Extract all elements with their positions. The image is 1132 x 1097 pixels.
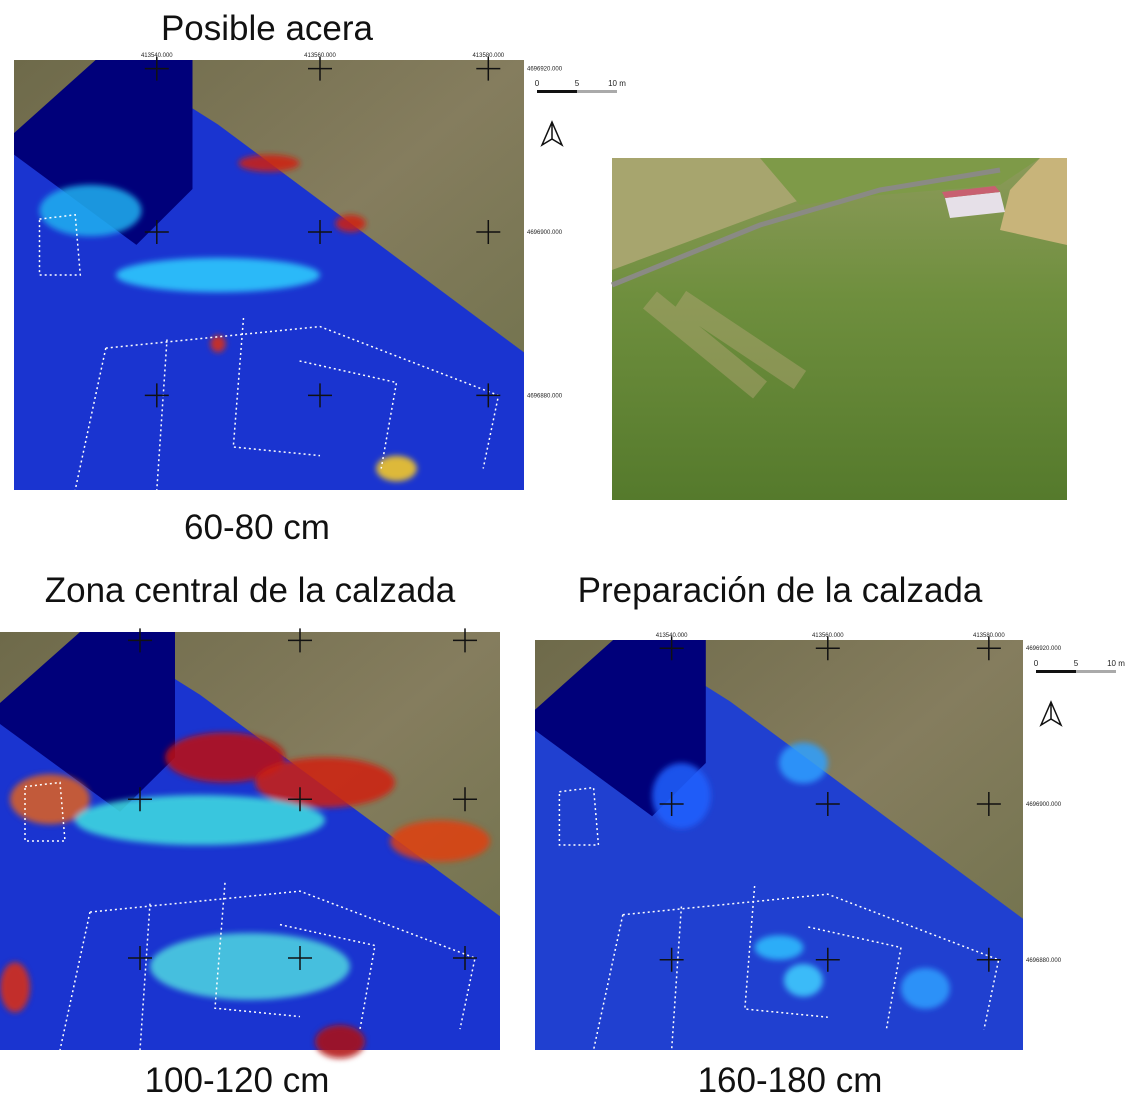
anomaly [0,962,30,1012]
depth-label: 60-80 cm [184,508,330,547]
anomaly [315,1025,365,1058]
scale-bar [1036,670,1076,673]
x-coordinate: 413560.000 [304,53,336,59]
x-coordinate: 413580.000 [973,633,1005,639]
scale-label: 5 [1074,659,1079,668]
scale-label: 0 [535,79,540,88]
anomaly [255,757,395,807]
y-coordinate: 4696880.000 [1026,958,1062,964]
north-arrow [1041,702,1061,725]
anomaly [779,743,828,784]
scale-bar [577,90,617,93]
anomaly [784,964,823,997]
x-coordinate: 413560.000 [812,633,844,639]
anomaly [335,215,366,232]
anomaly [150,933,350,1000]
anomaly [755,935,804,960]
scale-bar [537,90,577,93]
scale-label: 10 m [1107,659,1125,668]
panel-title: Preparación de la calzada [578,571,983,610]
anomaly [75,795,325,845]
gpr-map [0,628,500,1058]
depth-label: 100-120 cm [145,1061,330,1097]
anomaly [390,820,490,862]
gpr-map [14,57,524,490]
scale-label: 10 m [608,79,626,88]
x-coordinate: 413540.000 [141,53,173,59]
anomaly [376,456,417,482]
y-coordinate: 4696900.000 [1026,802,1062,808]
x-coordinate: 413540.000 [656,633,688,639]
panel-title: Zona central de la calzada [45,571,456,610]
figure: Posible acera 60-80 cm 413540.000 413560.00… [0,0,1132,1097]
anomaly [210,335,225,352]
anomaly [901,968,950,1009]
anomaly [652,763,711,829]
y-coordinate: 4696920.000 [1026,646,1062,652]
y-coordinate: 4696900.000 [527,230,563,236]
north-arrow [542,122,562,145]
anomaly [238,155,299,172]
anomaly [116,258,320,292]
x-coordinate: 413580.000 [472,53,504,59]
panel-title: Posible acera [161,9,374,48]
scale-label: 5 [575,79,580,88]
gpr-map [535,636,1023,1050]
aerial-photo [612,158,1067,500]
anomaly [40,185,142,237]
scale-bar [1076,670,1116,673]
depth-label: 160-180 cm [698,1061,883,1097]
y-coordinate: 4696920.000 [527,67,563,73]
y-coordinate: 4696880.000 [527,393,563,399]
scale-label: 0 [1034,659,1039,668]
